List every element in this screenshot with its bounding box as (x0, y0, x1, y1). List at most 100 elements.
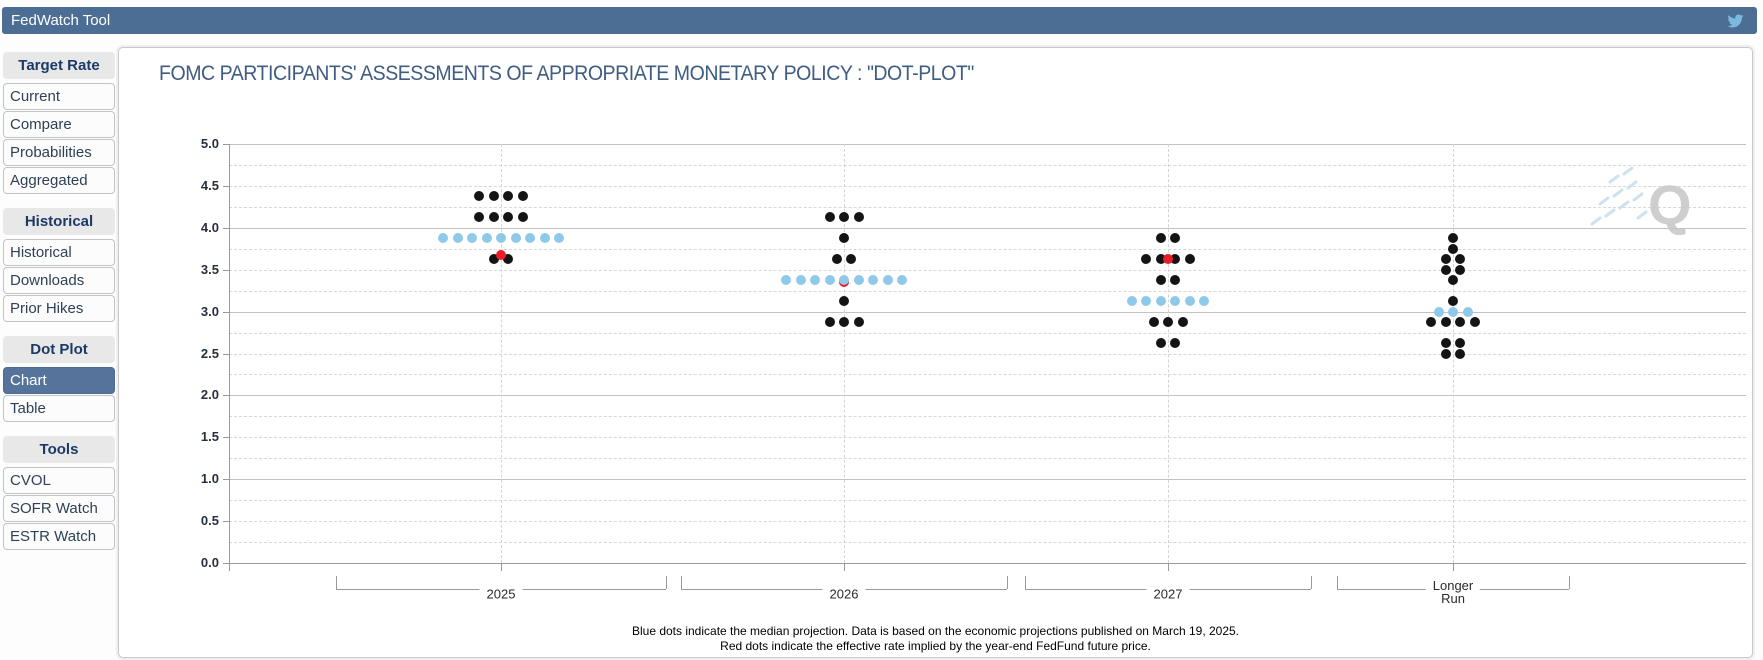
projection-dot (1148, 317, 1159, 328)
gridline (229, 353, 1746, 355)
median-dot (1462, 306, 1473, 317)
projection-dot (1440, 264, 1451, 275)
gridline (229, 311, 1746, 313)
x-axis-tick (1168, 563, 1169, 571)
median-dot (810, 275, 820, 286)
sidebar-section-dot-plot: Dot Plot (3, 336, 115, 363)
median-dot (554, 233, 564, 244)
projection-dot (1170, 275, 1181, 286)
sidebar-section-tools: Tools (3, 436, 115, 463)
projection-dot (824, 212, 835, 223)
projection-dot (1170, 338, 1181, 349)
median-dot (795, 275, 806, 286)
median-dot (467, 233, 477, 244)
cme-q-watermark-icon: Q (1590, 166, 1692, 236)
median-dot (882, 275, 893, 286)
projection-dot (1141, 254, 1152, 265)
y-axis-tick-label: 1.5 (200, 429, 219, 445)
projection-dot (824, 317, 835, 328)
projection-dot (1426, 317, 1437, 328)
sidebar-item-chart[interactable]: Chart (3, 367, 115, 394)
year-bracket-end (336, 576, 337, 589)
median-dot (452, 233, 463, 244)
gridline (229, 332, 1746, 334)
median-dot (438, 233, 448, 244)
projection-dot (1163, 317, 1173, 328)
gridline (229, 144, 1746, 145)
projection-dot (853, 212, 864, 223)
sidebar-item-aggregated[interactable]: Aggregated (3, 167, 115, 194)
projection-dot (1155, 254, 1166, 265)
y-axis-tick-label: 4.0 (200, 219, 219, 235)
gridline (229, 269, 1746, 271)
fedfund-red-dot (1163, 254, 1173, 265)
gridline (229, 164, 1746, 166)
projection-dot (488, 212, 499, 223)
sidebar-item-current[interactable]: Current (3, 83, 115, 110)
y-axis-tick-label: 2.5 (200, 345, 219, 361)
y-axis-tick-label: 5.0 (200, 136, 219, 151)
gridline (229, 185, 1746, 187)
y-axis-tick (223, 227, 229, 229)
sidebar-item-sofr-watch[interactable]: SOFR Watch (3, 495, 115, 522)
median-dot (897, 275, 907, 286)
y-axis-line (229, 144, 230, 571)
projection-dot (1448, 233, 1458, 244)
column-gridline (501, 144, 502, 563)
sidebar-item-prior-hikes[interactable]: Prior Hikes (3, 295, 115, 322)
y-axis-tick-label: 1.0 (200, 471, 219, 487)
sidebar-item-downloads[interactable]: Downloads (3, 267, 115, 294)
projection-dot (1440, 348, 1451, 359)
chart-title: FOMC PARTICIPANTS' ASSESSMENTS OF APPROP… (159, 62, 974, 85)
x-axis-tick (844, 563, 845, 571)
sidebar-item-estr-watch[interactable]: ESTR Watch (3, 523, 115, 550)
y-axis-tick (223, 563, 229, 564)
year-bracket-end (1025, 576, 1026, 589)
projection-dot (1184, 254, 1195, 265)
sidebar-item-probabilities[interactable]: Probabilities (3, 139, 115, 166)
projection-dot (488, 254, 499, 265)
x-axis-tick (1453, 563, 1454, 571)
sidebar-item-cvol[interactable]: CVOL (3, 467, 115, 494)
x-axis-tick (501, 563, 502, 571)
sidebar-section-historical: Historical (3, 208, 115, 235)
projection-dot (839, 317, 849, 328)
y-axis-tick (223, 185, 229, 187)
column-gridline (844, 144, 845, 563)
gridline (229, 395, 1746, 397)
median-dot (824, 275, 835, 286)
median-dot (1155, 296, 1166, 307)
median-dot (496, 233, 506, 244)
median-dot (1184, 296, 1195, 307)
projection-dot (839, 212, 849, 223)
chart-panel: FOMC PARTICIPANTS' ASSESSMENTS OF APPROP… (118, 47, 1753, 658)
median-dot (539, 233, 550, 244)
y-axis-tick (223, 269, 229, 271)
projection-dot (1440, 254, 1451, 265)
projection-dot (1455, 348, 1466, 359)
gridline (229, 542, 1746, 544)
median-dot (1448, 306, 1458, 317)
median-dot (525, 233, 535, 244)
gridline (229, 458, 1746, 460)
top-bar: FedWatch Tool (2, 7, 1757, 34)
projection-dot (1455, 317, 1466, 328)
x-axis-year-label: 2027 (1146, 587, 1190, 601)
year-bracket-end (1007, 576, 1008, 589)
projection-dot (1177, 317, 1188, 328)
median-dot (1433, 306, 1444, 317)
y-axis-tick-label: 4.5 (200, 177, 219, 193)
median-dot (1126, 296, 1137, 307)
projection-dot (839, 233, 849, 244)
projection-dot (1155, 338, 1166, 349)
sidebar-item-table[interactable]: Table (3, 395, 115, 422)
projection-dot (1170, 233, 1181, 244)
twitter-bird-icon[interactable] (1726, 13, 1745, 29)
projection-dot (1455, 338, 1466, 349)
y-axis-tick-label: 3.5 (200, 261, 219, 277)
sidebar-item-historical[interactable]: Historical (3, 239, 115, 266)
chart-footnote-line1: Blue dots indicate the median projection… (631, 624, 1240, 638)
year-bracket-end (1311, 576, 1312, 589)
sidebar-item-compare[interactable]: Compare (3, 111, 115, 138)
y-axis-tick (223, 311, 229, 313)
